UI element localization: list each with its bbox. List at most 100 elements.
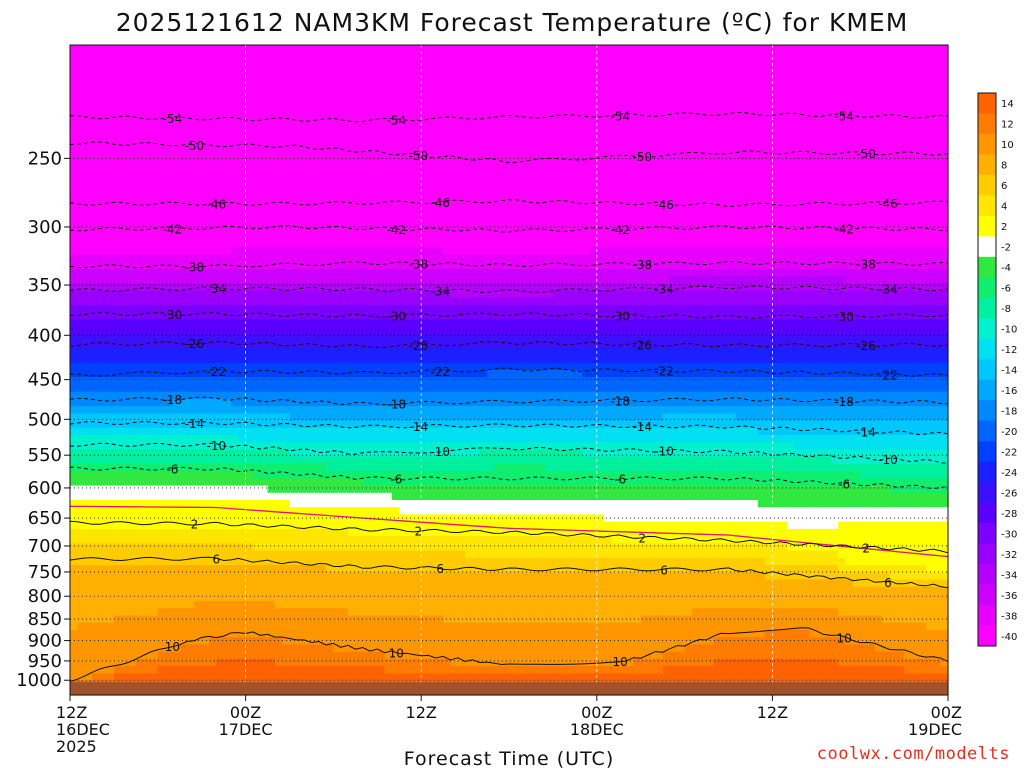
temperature-band-cell [691, 442, 700, 458]
temperature-band-cell [574, 666, 583, 674]
temperature-band-cell [428, 406, 437, 422]
temperature-band-cell [209, 413, 217, 429]
temperature-band-cell [648, 456, 656, 472]
temperature-band-cell [735, 333, 744, 349]
temperature-band-cell [516, 485, 525, 501]
temperature-band-cell [362, 362, 371, 378]
x-axis-label: Forecast Time (UTC) [404, 748, 614, 768]
temperature-band-cell [721, 319, 730, 335]
temperature-band-cell [187, 413, 195, 429]
temperature-band-cell [150, 485, 159, 501]
temperature-band-cell [801, 471, 810, 487]
temperature-band-cell [289, 507, 298, 530]
temperature-band-cell [135, 500, 144, 530]
source-credit[interactable]: coolwx.com/modelts [816, 744, 1010, 764]
temperature-band-cell [362, 615, 371, 653]
temperature-band-cell [428, 247, 437, 270]
temperature-band-cell [523, 485, 532, 501]
temperature-band-cell [413, 500, 422, 516]
temperature-band-cell [538, 449, 547, 465]
temperature-band-cell [933, 406, 942, 422]
colorbar-swatch [978, 236, 996, 258]
temperature-band-cell [765, 348, 773, 364]
temperature-band-cell [77, 348, 86, 364]
temperature-band-cell [655, 572, 664, 617]
temperature-band-cell [369, 348, 378, 364]
colorbar-label: -4 [1001, 263, 1011, 274]
temperature-band-cell [128, 333, 137, 349]
temperature-band-cell [384, 456, 393, 472]
temperature-band-cell [223, 362, 232, 378]
temperature-band-cell [699, 500, 708, 523]
temperature-band-cell [479, 572, 488, 624]
temperature-band-cell [669, 615, 678, 653]
temperature-band-cell [611, 442, 620, 458]
temperature-band-cell [765, 543, 773, 566]
isotherm-line [69, 199, 949, 208]
temperature-band-cell [523, 406, 532, 422]
temperature-band-cell [538, 406, 547, 422]
temperature-band-cell [706, 456, 715, 472]
temperature-band-cell [106, 435, 115, 451]
temperature-band-cell [779, 276, 788, 292]
temperature-band-cell [187, 333, 195, 349]
temperature-band-cell [501, 622, 510, 667]
temperature-band-cell [304, 319, 313, 335]
temperature-band-cell [333, 45, 342, 248]
temperature-band-cell [267, 290, 276, 306]
temperature-band-cell [479, 254, 488, 270]
temperature-band-cell [560, 333, 569, 349]
temperature-band-cell [560, 471, 569, 487]
temperature-band-cell [252, 377, 261, 393]
temperature-band-cell [209, 543, 217, 566]
temperature-band-cell [472, 45, 481, 256]
temperature-band-cell [538, 362, 547, 371]
temperature-band-cell [545, 254, 554, 270]
temperature-band-cell [669, 666, 678, 696]
temperature-band-cell [443, 500, 452, 516]
temperature-band-cell [713, 500, 722, 523]
temperature-band-cell [750, 377, 759, 393]
temperature-band-cell [187, 254, 195, 270]
temperature-band-cell [333, 651, 342, 667]
temperature-band-cell [296, 348, 305, 364]
temperature-band-cell [552, 319, 561, 335]
temperature-band-cell [918, 492, 927, 508]
temperature-band-cell [399, 283, 408, 292]
temperature-band-cell [384, 305, 393, 321]
temperature-band-cell [304, 362, 313, 378]
temperature-band-cell [684, 442, 693, 458]
temperature-band-cell [128, 666, 137, 674]
temperature-band-cell [128, 528, 137, 544]
temperature-band-cell [648, 572, 656, 617]
temperature-band-cell [377, 442, 386, 458]
temperature-band-cell [91, 362, 100, 378]
temperature-band-cell [245, 333, 254, 349]
temperature-band-cell [655, 348, 664, 364]
contour-label: 2 [638, 531, 646, 545]
contour-label: -10 [430, 445, 450, 459]
temperature-band-cell [626, 247, 634, 270]
contour-label: -38 [632, 258, 652, 272]
temperature-band-cell [157, 45, 166, 256]
temperature-band-cell [91, 391, 100, 407]
temperature-band-cell [106, 471, 115, 487]
temperature-band-cell [311, 644, 320, 667]
temperature-band-cell [808, 637, 817, 660]
temperature-band-cell [728, 500, 737, 523]
temperature-band-cell [70, 377, 78, 393]
temperature-band-cell [509, 333, 517, 349]
temperature-band-cell [567, 370, 576, 393]
temperature-band-cell [187, 391, 195, 400]
temperature-band-cell [677, 290, 686, 306]
temperature-band-cell [757, 391, 766, 407]
colorbar-label: 8 [1001, 161, 1007, 172]
temperature-band-cell [538, 536, 547, 559]
temperature-band-cell [113, 377, 122, 393]
temperature-band-cell [355, 290, 364, 306]
temperature-band-cell [304, 348, 313, 364]
colorbar-label: -24 [1001, 468, 1017, 479]
temperature-band-cell [648, 377, 656, 393]
temperature-band-cell [413, 290, 422, 306]
temperature-band-cell [472, 420, 481, 429]
